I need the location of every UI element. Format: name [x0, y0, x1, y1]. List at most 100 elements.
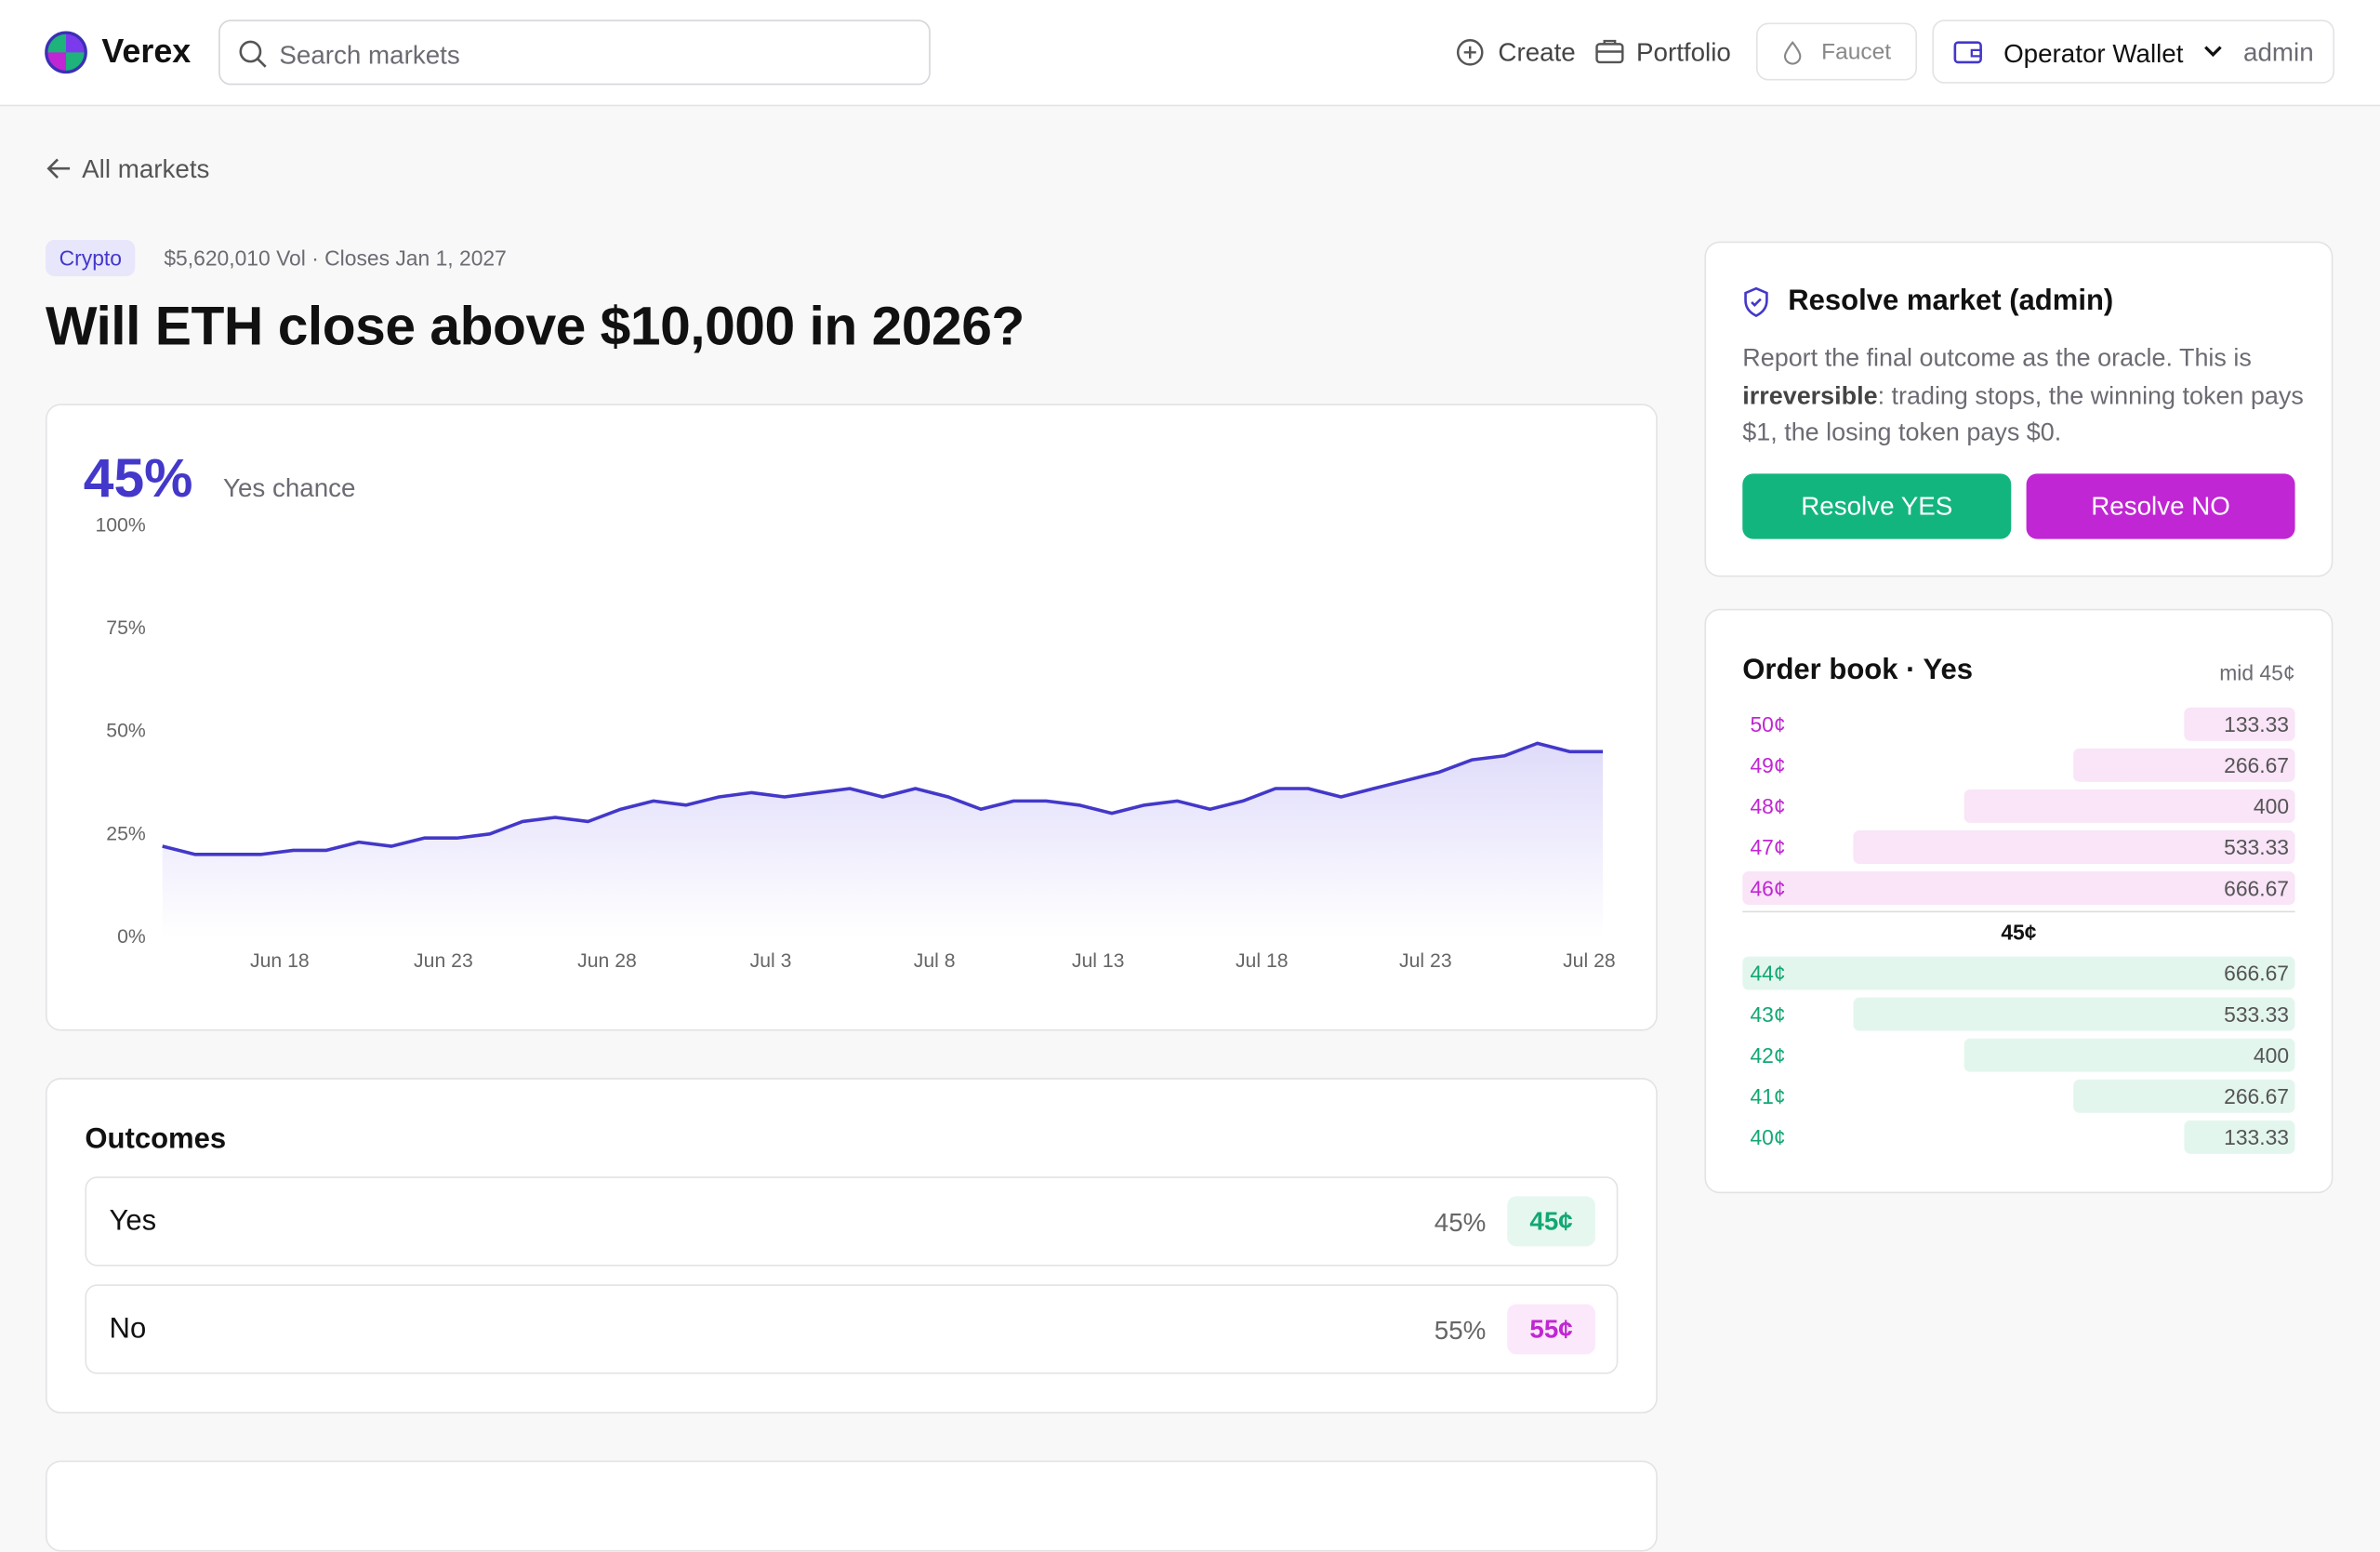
x-tick-label: Jul 18 [1236, 950, 1289, 972]
chance-label: Yes chance [222, 473, 356, 503]
x-tick-label: Jun 28 [577, 950, 637, 972]
orderbook-row: 43¢ 533.33 [1742, 997, 2295, 1031]
create-icon [1456, 39, 1484, 66]
resolve-text: Report the final outcome as the oracle. … [1742, 340, 2304, 452]
price-level: 47¢ [1750, 834, 1786, 860]
price-level: 42¢ [1750, 1042, 1786, 1068]
size-level: 133.33 [2224, 1124, 2290, 1149]
price-level: 46¢ [1750, 876, 1786, 901]
price-level: 44¢ [1750, 961, 1786, 986]
y-tick-label: 50% [106, 721, 146, 742]
brand: Verex [101, 32, 192, 71]
y-tick-label: 100% [95, 514, 145, 536]
resolve-text-a: Report the final outcome as the oracle. … [1742, 344, 2252, 372]
wallet-icon [1953, 41, 1982, 64]
page: {"header":{"brand":"Verex","search_place… [0, 20, 2380, 1552]
outcome-row[interactable] [85, 1284, 1619, 1374]
shield-icon [1744, 286, 1768, 318]
back-link[interactable]: All markets [82, 154, 210, 184]
area [162, 743, 1604, 937]
size-level: 666.67 [2224, 961, 2290, 986]
orderbook-title: Order book · Yes [1742, 654, 1973, 686]
depth-bar [2184, 1120, 2295, 1154]
size-level: 266.67 [2224, 1083, 2290, 1108]
y-tick-label: 75% [106, 617, 146, 639]
orderbook-row: 46¢ 666.67 [1742, 871, 2295, 906]
resolve-title: Resolve market (admin) [1788, 285, 2114, 318]
x-tick-label: Jul 28 [1563, 950, 1616, 972]
depth-bar [1742, 871, 2295, 906]
y-tick-label: 25% [106, 823, 146, 844]
back-arrow [46, 158, 71, 179]
depth-bar [2184, 707, 2295, 741]
outcome-chance: 55% [1434, 1316, 1487, 1346]
y-tick-label: 0% [117, 926, 146, 948]
search-icon [239, 40, 267, 68]
size-level: 666.67 [2224, 876, 2290, 901]
resolve-no-button[interactable]: Resolve NO [2026, 473, 2295, 539]
orderbook-row: 49¢ 266.67 [1742, 748, 2295, 782]
search-placeholder: Search markets [279, 41, 460, 71]
x-tick-label: Jul 13 [1072, 950, 1125, 972]
logo [45, 31, 87, 74]
spread-label: 45¢ [2001, 920, 2037, 945]
outcome-name: Yes [109, 1205, 157, 1238]
x-tick-label: Jul 23 [1399, 950, 1452, 972]
size-level: 133.33 [2224, 711, 2290, 736]
depth-bar [1964, 789, 2295, 823]
size-level: 533.33 [2224, 1002, 2290, 1027]
orderbook-row: 47¢ 533.33 [1742, 830, 2295, 864]
depth-bar [1853, 997, 2295, 1031]
faucet-label: Faucet [1821, 39, 1892, 66]
spread-divider [1742, 910, 2295, 913]
size-level: 400 [2253, 793, 2290, 818]
nav-create[interactable]: Create [1498, 37, 1576, 67]
orderbook-mid: mid 45¢ [2219, 660, 2295, 685]
price-level: 50¢ [1750, 711, 1786, 736]
orderbook-row: 41¢ 266.67 [1742, 1079, 2295, 1113]
user-label: admin [2243, 37, 2314, 67]
price-level: 43¢ [1750, 1002, 1786, 1027]
outcomes-title: Outcomes [85, 1123, 227, 1156]
orderbook-row: 44¢ 666.67 [1742, 956, 2295, 990]
outcome-row[interactable] [85, 1176, 1619, 1267]
next-card [45, 1460, 1658, 1552]
chance-value: 45% [83, 445, 193, 509]
nav-portfolio[interactable]: Portfolio [1635, 37, 1731, 67]
depth-bar [1964, 1038, 2295, 1072]
wallet-label: Operator Wallet [2003, 39, 2184, 69]
x-tick-label: Jul 3 [750, 950, 792, 972]
resolve-text-b: : trading stops, the winning token pays … [1742, 381, 2304, 446]
faucet-icon [1783, 41, 1802, 65]
orderbook-row: 50¢ 133.33 [1742, 707, 2295, 741]
price-chart: 0% 25% 50% 75% 100% Jun 18 Jun 23 Jun 28 Jul 3 Ju… [95, 514, 1616, 972]
market-title: Will ETH close above $10,000 in 2026? [45, 294, 1025, 357]
market-meta: $5,620,010 Vol · Closes Jan 1, 2027 [164, 245, 507, 271]
outcome-price[interactable]: 55¢ [1507, 1304, 1595, 1355]
app: Verex Search markets Create Portfolio Fa… [0, 20, 2380, 1552]
depth-bar [1853, 830, 2295, 864]
depth-bar [1742, 956, 2295, 990]
price-level: 49¢ [1750, 752, 1786, 777]
outcome-chance: 45% [1434, 1208, 1487, 1238]
faucet-button[interactable]: Faucet [1755, 22, 1918, 81]
outcome-price[interactable]: 45¢ [1507, 1196, 1595, 1247]
category-tag: Crypto [45, 239, 136, 277]
price-level: 41¢ [1750, 1083, 1786, 1108]
size-level: 400 [2253, 1042, 2290, 1068]
orderbook-row: 42¢ 400 [1742, 1038, 2295, 1072]
depth-bar [2073, 748, 2295, 782]
search-box[interactable]: Search markets [218, 20, 931, 86]
resolve-yes-button[interactable]: Resolve YES [1742, 473, 2012, 539]
orderbook-row: 40¢ 133.33 [1742, 1120, 2295, 1154]
size-level: 266.67 [2224, 752, 2290, 777]
line [162, 741, 1604, 856]
resolve-text-bold: irreversible [1742, 381, 1878, 409]
outcome-name: No [109, 1313, 147, 1346]
price-level: 48¢ [1750, 793, 1786, 818]
chevron [2204, 46, 2222, 58]
size-level: 533.33 [2224, 834, 2290, 860]
wallet-button[interactable]: Operator Wallet admin [1932, 20, 2335, 84]
depth-bar [2073, 1079, 2295, 1113]
orderbook-row: 48¢ 400 [1742, 789, 2295, 823]
